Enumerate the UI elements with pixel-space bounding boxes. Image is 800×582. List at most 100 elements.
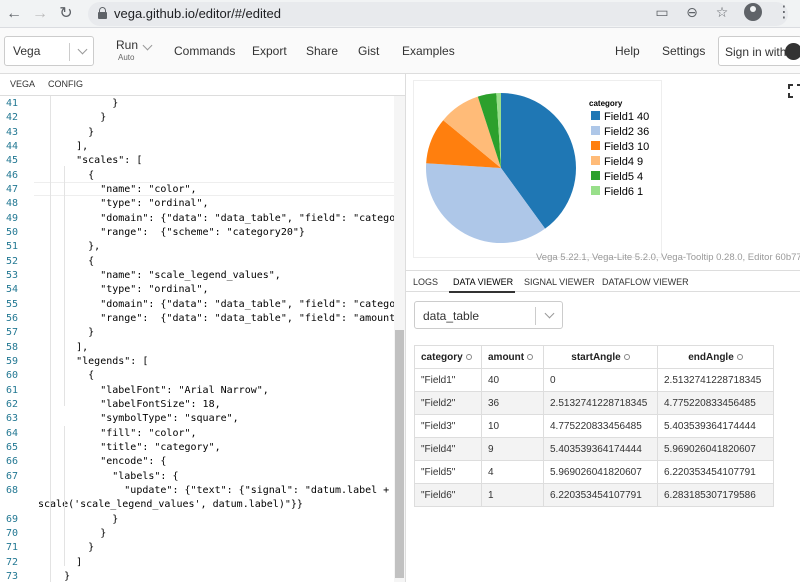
profile-icon[interactable] <box>744 3 762 21</box>
column-header-amount[interactable]: amount <box>481 345 544 369</box>
chevron-down-icon <box>544 308 555 319</box>
code-line: } <box>40 527 107 539</box>
mode-value: Vega <box>13 44 41 58</box>
code-line: } <box>40 570 71 582</box>
code-line: { <box>40 370 95 382</box>
line-number: 50 <box>6 226 19 238</box>
chart-view: category Field1 40 Field2 36 Field3 10 Field… <box>414 81 661 257</box>
legend-label: Field5 4 <box>604 171 643 183</box>
commands-button[interactable]: Commands <box>174 44 236 58</box>
table-row: "Field6" 1 6.220353454107791 6.283185307179… <box>414 483 774 507</box>
table-cell: "Field3" <box>414 414 482 438</box>
line-number: 54 <box>6 284 19 296</box>
tab-data-viewer[interactable]: DATA VIEWER <box>453 277 514 287</box>
address-bar[interactable]: vega.github.io/editor/#/edited <box>88 2 788 26</box>
examples-button[interactable]: Examples <box>402 44 455 58</box>
table-cell: 5.403539364174444 <box>543 437 658 461</box>
table-cell: 6.220353454107791 <box>543 483 658 507</box>
table-cell: 5.403539364174444 <box>657 414 774 438</box>
browser-toolbar: ← → ↻ vega.github.io/editor/#/edited ▭ ⊖… <box>0 0 800 28</box>
line-number: 49 <box>6 212 19 224</box>
table-cell: 0 <box>543 368 658 392</box>
mode-select[interactable]: Vega <box>4 36 94 66</box>
tab-signal-viewer[interactable]: SIGNAL VIEWER <box>524 277 595 287</box>
editor-scrollbar[interactable] <box>394 96 405 582</box>
dataset-select[interactable]: data_table <box>414 301 563 329</box>
zoom-icon[interactable]: ⊖ <box>686 3 698 20</box>
code-line: "update": {"text": {"signal": "datum.lab… <box>40 484 394 496</box>
star-icon[interactable]: ☆ <box>715 3 729 20</box>
tab-dataflow-viewer[interactable]: DATAFLOW VIEWER <box>602 277 689 287</box>
code-line: { <box>40 169 95 181</box>
table-cell: 4 <box>481 460 544 484</box>
share-button[interactable]: Share <box>306 44 339 58</box>
pie-slice-field1[interactable] <box>501 93 576 229</box>
line-number: 72 <box>6 556 19 568</box>
code-line: "legends": [ <box>40 355 149 367</box>
pie-slice-field5[interactable] <box>477 93 501 168</box>
editor-header: Vega Run Auto Commands Export Share Gist… <box>0 28 800 74</box>
line-number: 57 <box>6 327 19 339</box>
table-cell: 6.283185307179586 <box>657 483 774 507</box>
legend-label: Field2 36 <box>604 126 649 138</box>
run-button[interactable]: Run Auto <box>114 38 154 66</box>
arrow-left-icon[interactable]: ← <box>6 5 22 22</box>
lock-icon <box>98 7 107 19</box>
legend-title: category <box>589 99 623 108</box>
pie-slice-field6[interactable] <box>496 93 501 168</box>
table-row: "Field1" 40 0 2.5132741228718345 <box>414 368 774 392</box>
code-line: "range": {"scheme": "category20"} <box>40 226 305 238</box>
legend-swatch <box>591 186 600 195</box>
gist-button[interactable]: Gist <box>358 44 380 58</box>
line-number: 51 <box>6 241 19 253</box>
reload-icon[interactable]: ↻ <box>59 5 73 22</box>
code-line: } <box>40 126 95 138</box>
line-number: 56 <box>6 312 19 324</box>
preview-pane: category Field1 40 Field2 36 Field3 10 Field… <box>405 74 800 582</box>
scrollbar-thumb[interactable] <box>395 330 404 578</box>
table-cell: 9 <box>481 437 544 461</box>
table-cell: 1 <box>481 483 544 507</box>
code-line: "title": "category", <box>40 441 221 453</box>
version-text: Vega 5.22.1, Vega-Lite 5.2.0, Vega-Toolt… <box>536 252 800 263</box>
code-line: "labels": { <box>40 470 179 482</box>
line-number: 61 <box>6 384 19 396</box>
pie-slice-field4[interactable] <box>443 96 501 168</box>
legend-swatch <box>591 126 600 135</box>
column-header-endangle[interactable]: endAngle <box>657 345 774 369</box>
code-line: "range": {"data": "data_table", "field":… <box>40 312 394 324</box>
chevron-down-icon <box>77 44 88 55</box>
column-header-startangle[interactable]: startAngle <box>543 345 658 369</box>
search-icon <box>465 353 472 360</box>
table-cell: "Field5" <box>414 460 482 484</box>
pie-slice-field2[interactable] <box>426 163 546 243</box>
pie-slice-field3[interactable] <box>426 120 501 168</box>
line-number: 70 <box>6 527 19 539</box>
settings-button[interactable]: Settings <box>662 44 706 58</box>
code-line: "domain": {"data": "data_table", "field"… <box>40 212 394 224</box>
code-line: "fill": "color", <box>40 427 197 439</box>
line-number: 60 <box>6 370 19 382</box>
table-cell: 2.5132741228718345 <box>543 391 658 415</box>
run-mode-label: Auto <box>118 53 135 62</box>
arrow-right-icon[interactable]: → <box>32 5 48 22</box>
tab-vega[interactable]: VEGA <box>10 79 36 89</box>
fullscreen-icon[interactable] <box>788 84 800 98</box>
line-number: 52 <box>6 255 19 267</box>
tab-logs[interactable]: LOGS <box>413 277 439 287</box>
menu-kebab-icon[interactable]: ⋮ <box>776 4 792 21</box>
line-number: 53 <box>6 269 19 281</box>
table-cell: 2.5132741228718345 <box>657 368 774 392</box>
help-button[interactable]: Help <box>615 44 640 58</box>
export-button[interactable]: Export <box>252 44 287 58</box>
tab-config[interactable]: CONFIG <box>48 79 83 89</box>
pie-chart: category Field1 40 Field2 36 Field3 10 Field… <box>426 93 649 243</box>
code-line: "name": "scale_legend_values", <box>40 269 281 281</box>
column-header-category[interactable]: category <box>414 345 482 369</box>
signin-button[interactable]: Sign in with <box>718 36 800 66</box>
code-line: ], <box>76 341 89 353</box>
code-line: "labelFontSize": 18, <box>40 398 221 410</box>
line-number: 59 <box>6 355 19 367</box>
clipboard-icon[interactable]: ▭ <box>655 3 669 20</box>
code-editor[interactable]: 41 } 42 } 43 } 44 ], 45 "scales": [46 {47 "n… <box>0 96 394 582</box>
